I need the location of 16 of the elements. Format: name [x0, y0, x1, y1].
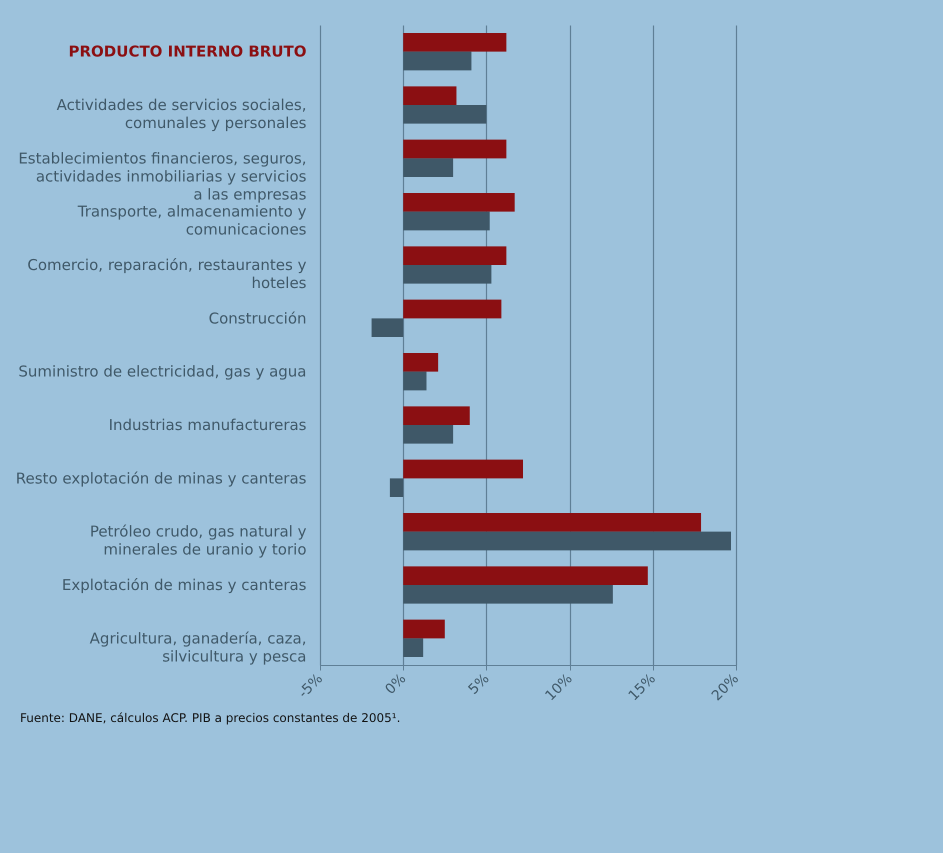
x-tick-label: -5%: [296, 670, 326, 702]
y-tick-label: Suministro de electricidad, gas y agua: [18, 362, 306, 381]
y-tick-label: Transporte, almacenamiento y comunicaciones: [76, 202, 307, 239]
y-tick-label: Industrias manufactureras: [108, 416, 307, 434]
x-tick-label: 5%: [466, 670, 493, 698]
y-tick-label: Agricultura, ganadería, caza, silvicultura y pesca: [90, 629, 306, 666]
y-tick-label: Petróleo crudo, gas natural y minerales de uranio y torio: [90, 522, 307, 559]
y-tick-label: Construcción: [208, 309, 306, 328]
y-tick-label: Actividades de servicios sociales, comunales y personales: [56, 96, 307, 132]
x-tick-label: 0%: [382, 670, 410, 698]
y-tick-label: Comercio, reparación, restaurantes y hoteles: [27, 256, 307, 292]
y-tick-label: PRODUCTO INTERNO BRUTO: [68, 42, 306, 61]
y-tick-label: Establecimientos financieros, seguros, actividades inmobiliarias y servicios a las empresas: [18, 149, 307, 204]
y-tick-label: Explotación de minas y canteras: [62, 576, 307, 594]
source-note: Fuente: DANE, cálculos ACP. PIB a precios constantes de 2005¹.: [20, 710, 400, 725]
y-tick-label: Resto explotación de minas y canteras: [16, 469, 307, 488]
